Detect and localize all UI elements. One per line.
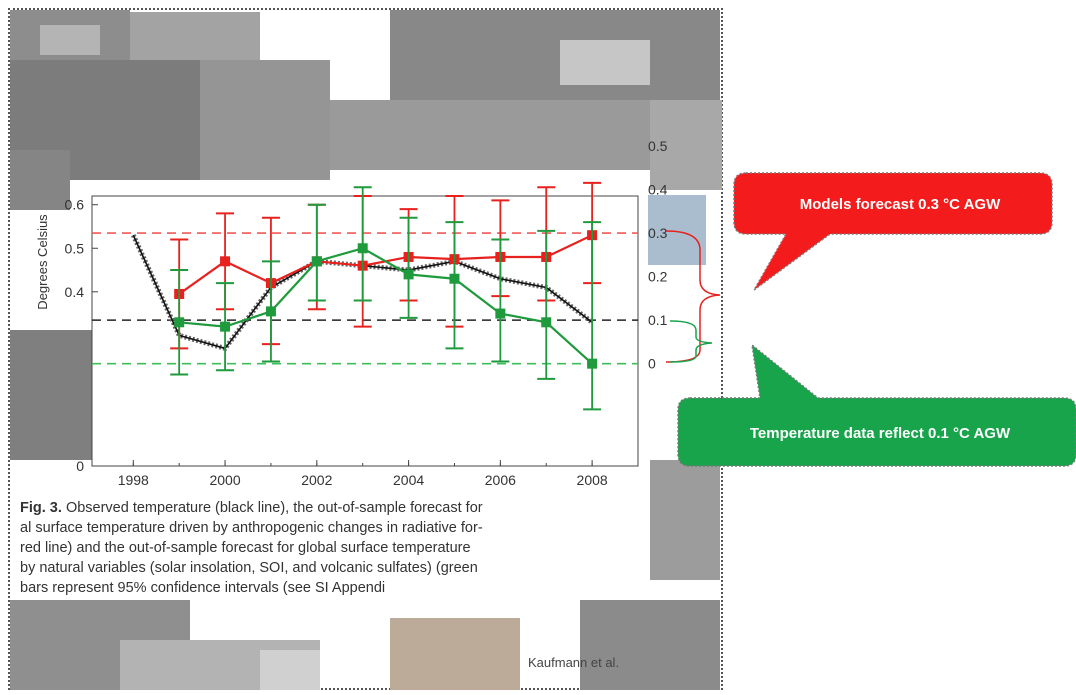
pixel-block (648, 195, 706, 265)
pixel-block (130, 12, 260, 60)
y-axis-right: 0 0.1 0.2 0.3 0.4 0.5 (648, 138, 668, 372)
y-tick-label-right: 0.1 (648, 312, 668, 328)
x-tick-label: 2008 (577, 472, 608, 488)
pixel-block (390, 618, 520, 690)
brace-green (669, 320, 713, 363)
author-credit: Kaufmann et al. (528, 655, 620, 670)
y-tick-label-right: 0 (648, 356, 656, 372)
y-tick-label-right: 0.2 (648, 269, 668, 285)
x-tick-label: 2000 (209, 472, 240, 488)
caption-lead: Fig. 3. (20, 500, 62, 516)
data-point (174, 317, 185, 328)
pixel-block (330, 100, 650, 170)
x-tick-label: 2006 (485, 472, 516, 488)
temperature-callout: Temperature data reflect 0.1 °C AGW (677, 343, 1076, 467)
data-point (220, 321, 231, 332)
caption-line-5: bars represent 95% confidence intervals … (20, 580, 386, 596)
caption-line-4: by natural variables (solar insolation, … (20, 560, 478, 576)
brace-red (665, 230, 721, 363)
data-point (311, 256, 322, 267)
y-tick-label-left: 0.5 (65, 240, 85, 256)
x-tick-label: 2004 (393, 472, 424, 488)
x-tick-label: 1998 (118, 472, 149, 488)
figure-caption: Fig. 3. Observed temperature (black line… (20, 498, 650, 598)
y-tick-label-right: 0.3 (648, 225, 668, 241)
y-tick-label-right: 0.4 (648, 181, 668, 197)
models-callout: Models forecast 0.3 °C AGW (733, 172, 1053, 291)
y-tick-label-left: 0 (76, 458, 84, 474)
series-natural-forecast (170, 186, 602, 411)
pixel-block (650, 100, 722, 190)
pixel-block (580, 600, 720, 690)
data-point (495, 308, 506, 319)
y-axis-left: 0 0.4 0.5 0.6 (65, 197, 98, 474)
caption-line-3: red line) and the out-of-sample forecast… (20, 540, 471, 556)
data-point (587, 358, 598, 369)
data-point (449, 273, 460, 284)
pixel-block (390, 10, 720, 100)
document-page (8, 8, 723, 690)
temperature-callout-bubble (677, 343, 1076, 467)
caption-line-1: Observed temperature (black line), the o… (65, 500, 483, 516)
models-callout-bubble (733, 172, 1053, 291)
y-tick-label-left: 0.6 (65, 197, 85, 213)
data-point (357, 243, 368, 254)
y-axis-left-label: Degrees Celsius (35, 214, 50, 310)
pixel-block (40, 25, 100, 55)
models-callout-text: Models forecast 0.3 °C AGW (800, 196, 1001, 213)
brace-green-path (669, 320, 713, 363)
data-point (541, 317, 552, 328)
data-point (403, 269, 414, 280)
temperature-callout-text: Temperature data reflect 0.1 °C AGW (750, 425, 1011, 442)
pixel-block (560, 40, 650, 85)
y-tick-label-right: 0.5 (648, 138, 668, 154)
pixel-block (10, 150, 70, 210)
series-line (179, 247, 593, 365)
x-axis: 1998 2000 2002 2004 2006 2008 (118, 460, 608, 488)
series-layer (131, 181, 602, 411)
pixel-block (260, 650, 320, 690)
data-point (220, 256, 231, 267)
data-point (265, 306, 276, 317)
pixel-block (650, 460, 720, 580)
pixel-block (200, 60, 330, 180)
caption-line-2: al surface temperature driven by anthrop… (20, 520, 483, 536)
x-tick-label: 2002 (301, 472, 332, 488)
brace-red-path (665, 230, 721, 363)
y-tick-label-left: 0.4 (65, 284, 85, 300)
